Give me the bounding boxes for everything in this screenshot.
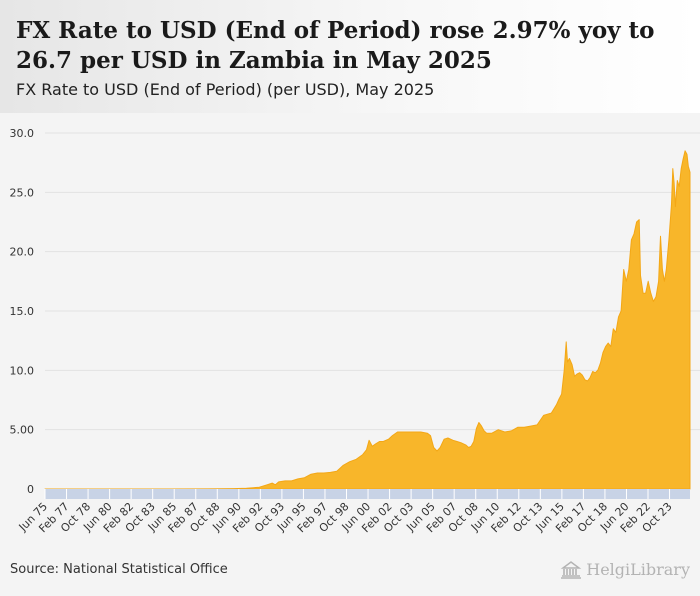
y-tick-label: 30.0 bbox=[10, 127, 35, 140]
helgilibrary-logo[interactable]: HelgiLibrary bbox=[560, 560, 690, 579]
y-tick-label: 0 bbox=[27, 483, 34, 496]
library-building-icon bbox=[560, 560, 582, 579]
source-note: Source: National Statistical Office bbox=[10, 562, 228, 577]
y-tick-label: 20.0 bbox=[10, 246, 35, 259]
y-tick-label: 15.0 bbox=[10, 305, 35, 318]
y-tick-label: 10.0 bbox=[10, 364, 35, 377]
logo-text: HelgiLibrary bbox=[586, 560, 690, 579]
y-tick-label: 25.0 bbox=[10, 186, 35, 199]
series-area-path bbox=[44, 150, 691, 490]
chart-subtitle: FX Rate to USD (End of Period) (per USD)… bbox=[16, 80, 435, 99]
x-axis-band-rect bbox=[45, 489, 690, 499]
page-title: FX Rate to USD (End of Period) rose 2.97… bbox=[16, 17, 655, 74]
y-tick-label: 5.00 bbox=[10, 424, 35, 437]
x-axis-band bbox=[44, 489, 690, 499]
y-axis-tick-labels: 0 5.00 10.0 15.0 20.0 25.0 30.0 bbox=[10, 127, 35, 496]
series-area bbox=[44, 150, 691, 490]
header-band: FX Rate to USD (End of Period) rose 2.97… bbox=[0, 0, 700, 113]
